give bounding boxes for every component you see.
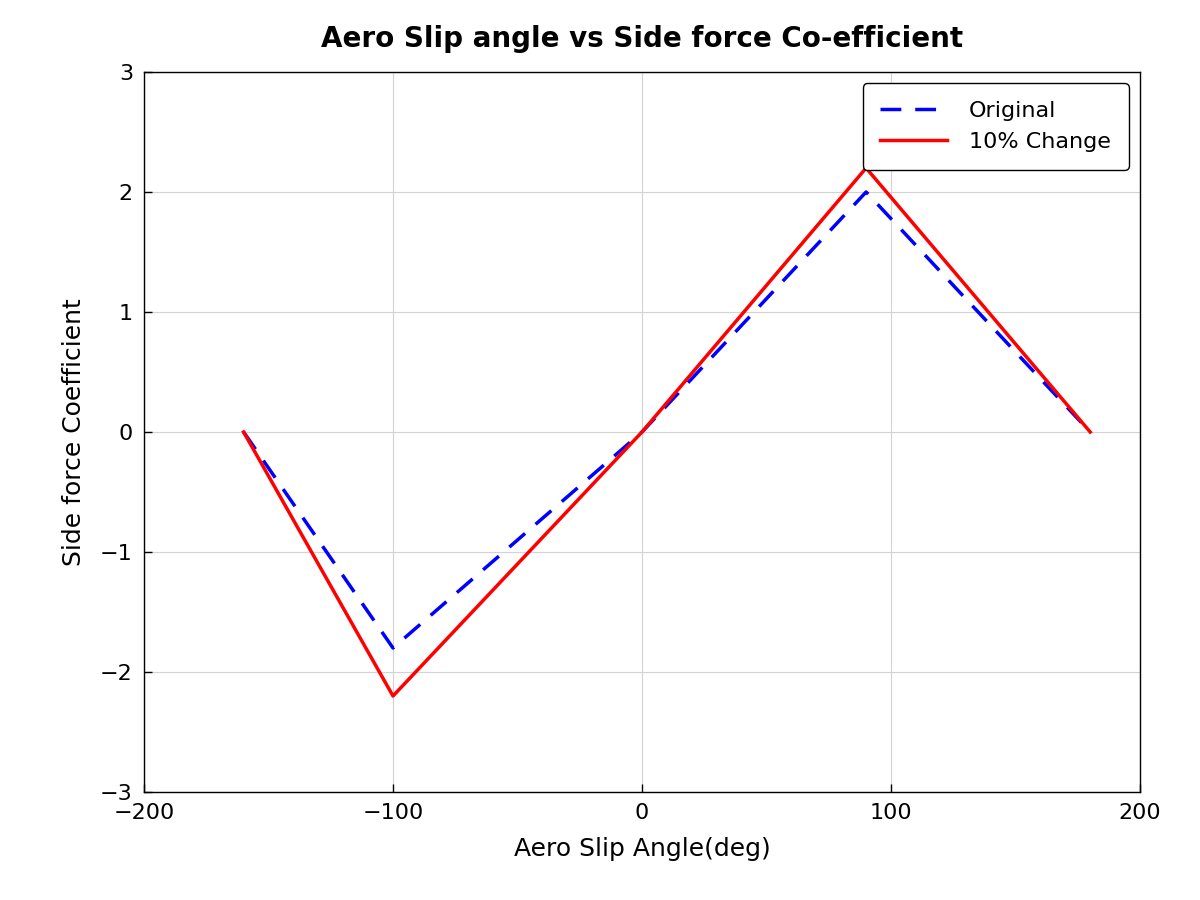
10% Change xyxy=(635,427,649,437)
Original xyxy=(635,427,649,437)
Legend: Original, 10% Change: Original, 10% Change xyxy=(863,83,1129,170)
10% Change xyxy=(859,163,874,174)
Original xyxy=(1084,427,1098,437)
10% Change xyxy=(1084,427,1098,437)
Original xyxy=(236,427,251,437)
Title: Aero Slip angle vs Side force Co-efficient: Aero Slip angle vs Side force Co-efficie… xyxy=(320,25,964,53)
10% Change xyxy=(236,427,251,437)
Original xyxy=(386,643,401,653)
10% Change xyxy=(386,690,401,701)
Line: Original: Original xyxy=(244,192,1091,648)
Original xyxy=(859,186,874,197)
X-axis label: Aero Slip Angle(deg): Aero Slip Angle(deg) xyxy=(514,837,770,861)
Line: 10% Change: 10% Change xyxy=(244,168,1091,696)
Y-axis label: Side force Coefficient: Side force Coefficient xyxy=(62,298,86,566)
